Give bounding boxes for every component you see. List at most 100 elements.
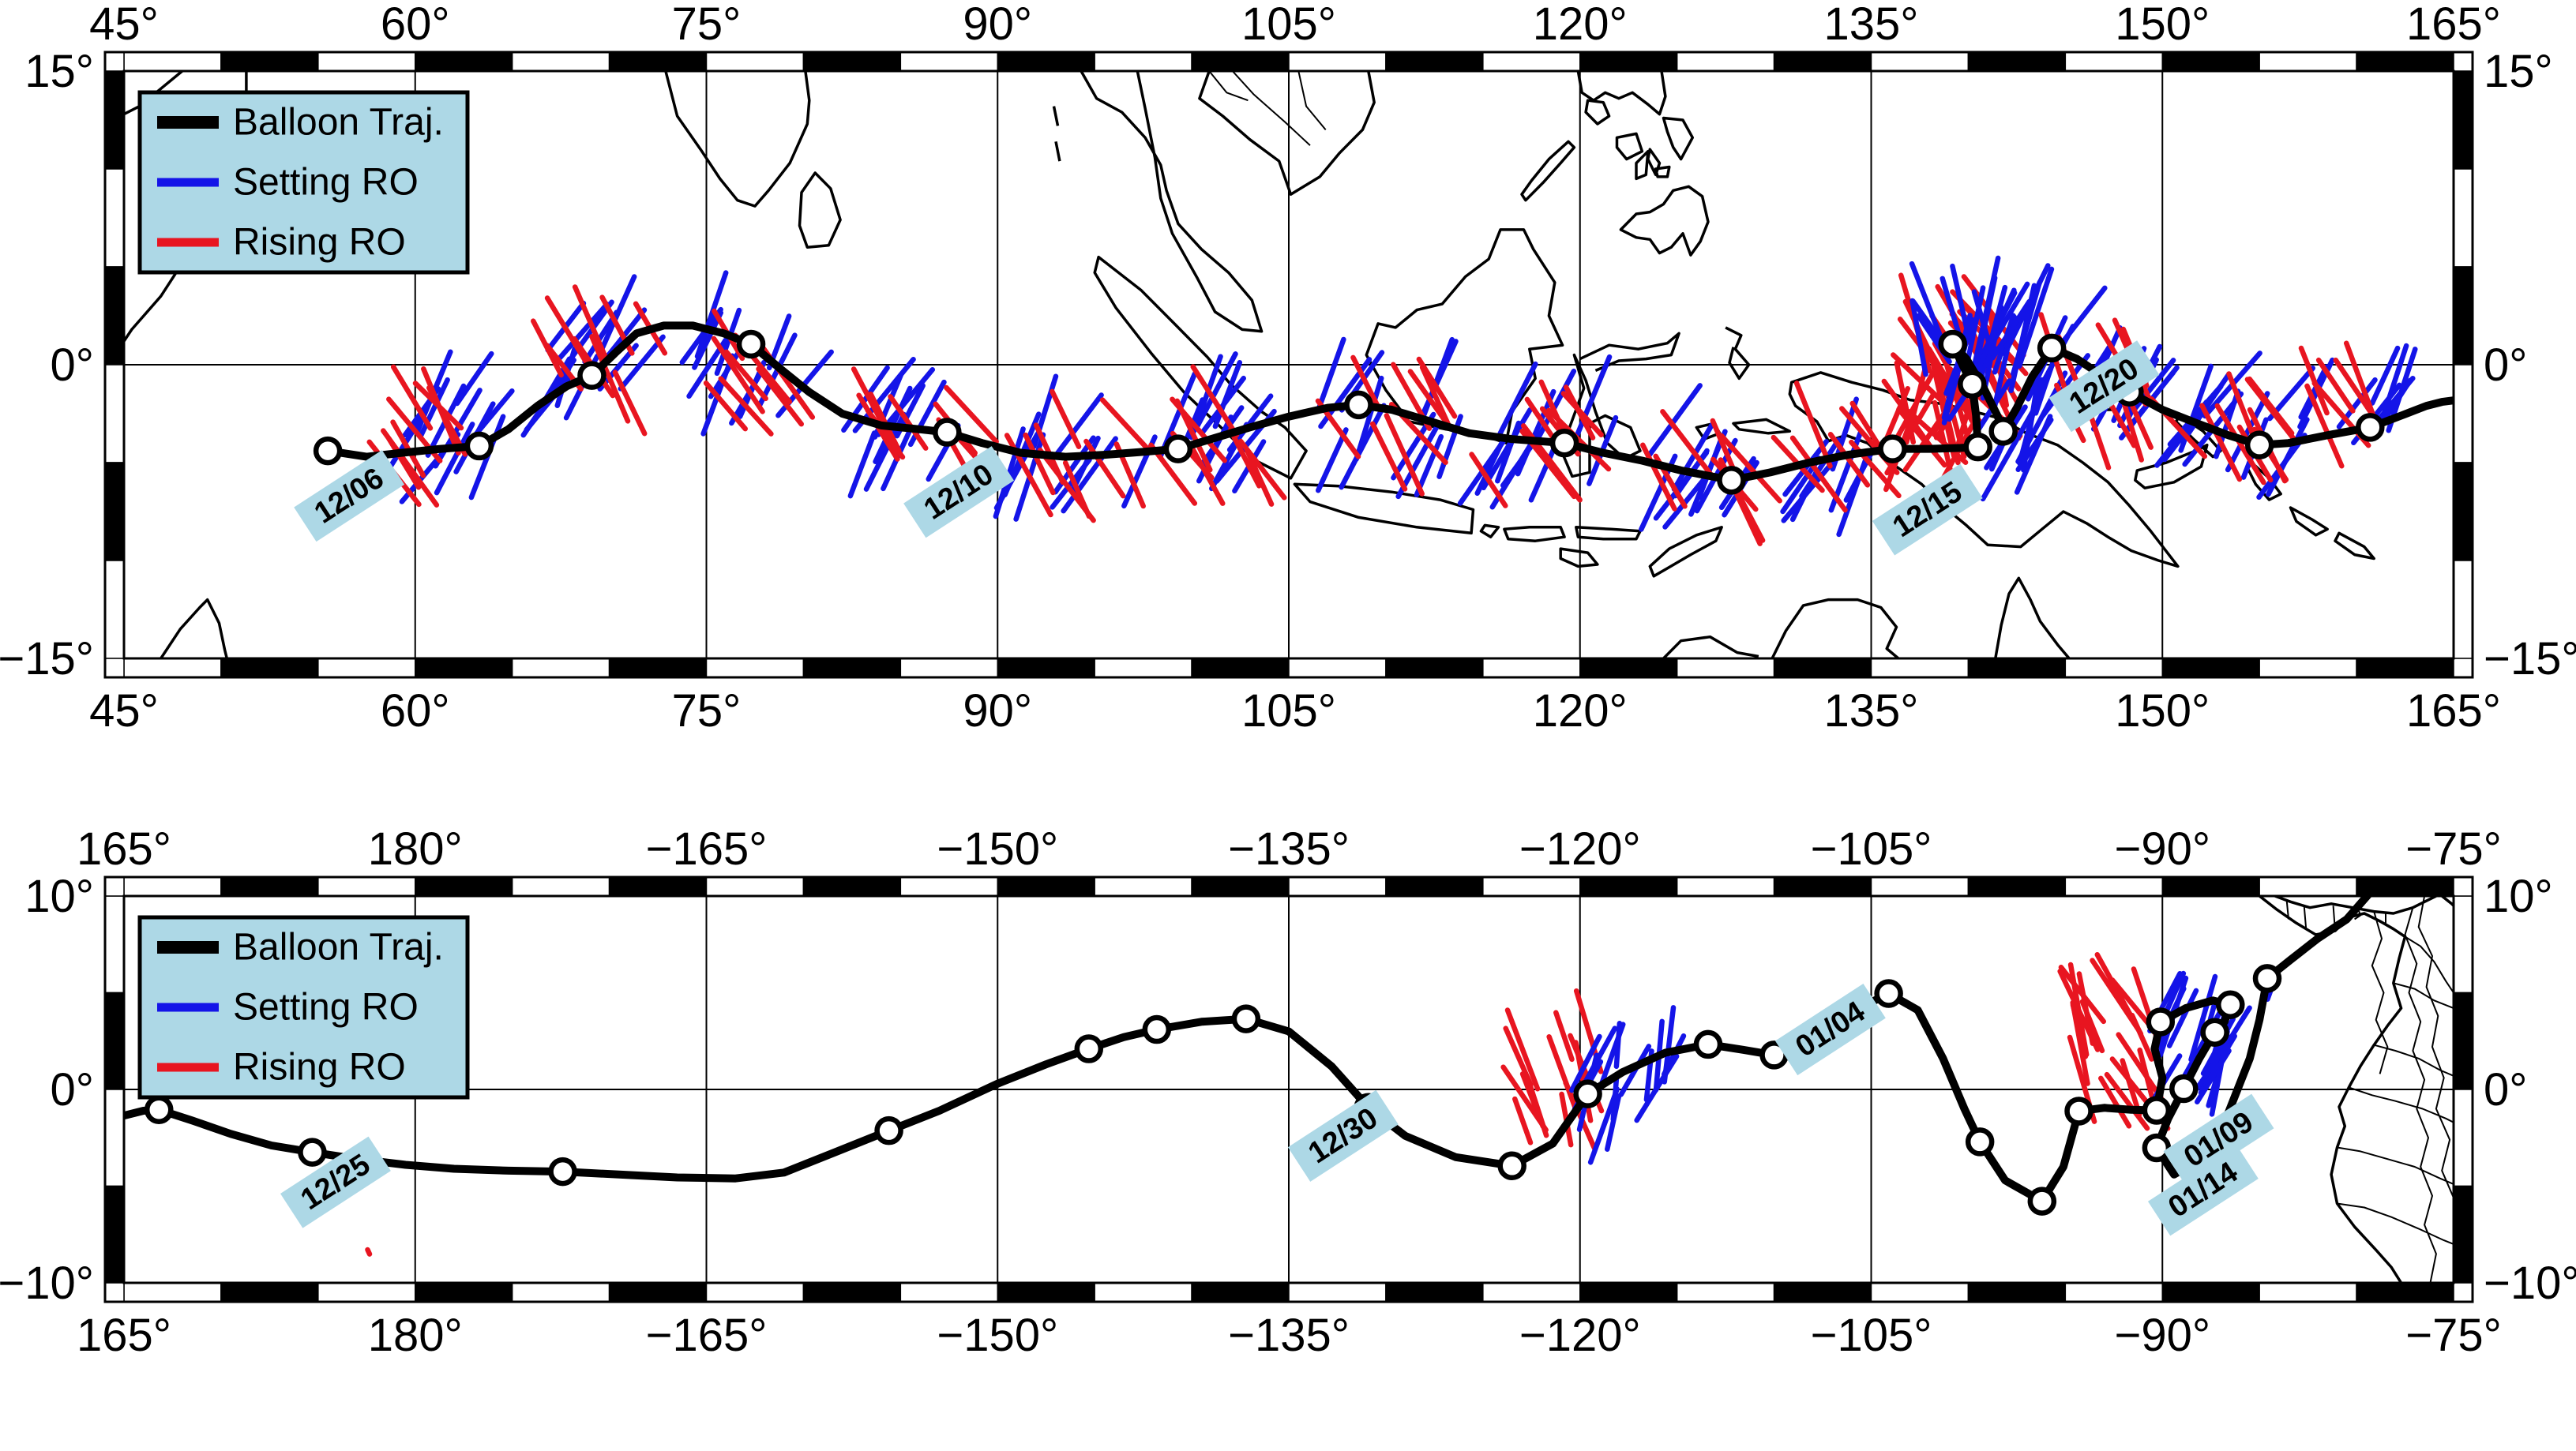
- frame-cell: [1579, 51, 1678, 72]
- frame-cell: [802, 51, 902, 72]
- coastline: [1647, 148, 1662, 177]
- rising-ro-segment: [1503, 1025, 1534, 1088]
- daily-position-marker: [1717, 466, 1746, 495]
- top-panel-legend: Balloon Traj. Setting RO Rising RO: [137, 90, 470, 275]
- frame-cell: [1579, 1282, 1678, 1303]
- coastline: [1198, 71, 1376, 196]
- frame-cell: [220, 658, 319, 678]
- lat-tick-right: −15°: [2484, 633, 2576, 684]
- frame-cell: [1191, 1282, 1290, 1303]
- frame-cell: [608, 51, 708, 72]
- rising-ro-segment: [1099, 397, 1151, 452]
- frame-cell: [2259, 1282, 2357, 1303]
- frame-cell: [1288, 658, 1387, 678]
- rising-ro-segment: [2129, 1012, 2154, 1062]
- coastline: [2289, 506, 2329, 537]
- frame-cell: [2161, 658, 2260, 678]
- plot-frame-inner: [122, 69, 2455, 660]
- setting-ro-segment: [454, 351, 494, 407]
- frame-cell: [1579, 876, 1678, 897]
- admin-border: [2285, 899, 2289, 920]
- coastline: [1619, 185, 1710, 257]
- frame-cell: [802, 1282, 902, 1303]
- daily-position-marker: [2252, 964, 2282, 993]
- coastline: [1662, 635, 1759, 658]
- frame-cell: [2453, 992, 2473, 1090]
- frame-cell: [608, 1282, 708, 1303]
- bottom-panel-frame: [103, 875, 2474, 1303]
- frame-cell: [1094, 876, 1192, 897]
- setting-ro-segment: [1950, 263, 1971, 337]
- frame-cell: [2453, 364, 2473, 463]
- setting-ro-segment: [1193, 351, 1238, 431]
- setting-ro-segment: [554, 301, 610, 364]
- frame-cell: [2453, 168, 2473, 268]
- daily-position-marker: [145, 1095, 174, 1124]
- setting-ro-segment: [618, 334, 666, 392]
- frame-cell: [104, 992, 125, 1090]
- lon-tick-bottom: −120°: [1519, 1310, 1641, 1361]
- lon-tick-bottom: 165°: [77, 1310, 171, 1361]
- admin-border: [2373, 1044, 2454, 1077]
- setting-ro-segment: [679, 306, 723, 366]
- date-label-bg: [2048, 340, 2160, 433]
- frame-cell: [1385, 51, 1484, 72]
- coastline: [1732, 418, 1792, 435]
- frame-cell: [123, 658, 222, 678]
- frame-cell: [1288, 1282, 1387, 1303]
- coastline: [2134, 443, 2209, 489]
- legend-item-label: Rising RO: [233, 222, 406, 264]
- setting-ro-segment: [1662, 1005, 1677, 1085]
- setting-ro-segment: [1572, 354, 1613, 444]
- date-label: 12/06: [294, 450, 405, 542]
- rising-ro-segment: [1227, 427, 1262, 489]
- setting-ro-segment: [2014, 414, 2053, 495]
- frame-cell: [705, 658, 805, 678]
- admin-border: [2303, 905, 2308, 929]
- rising-ro-segment: [390, 364, 434, 431]
- frame-cell: [511, 876, 610, 897]
- date-label-bg: [1287, 1089, 1399, 1182]
- lat-tick-right: −10°: [2484, 1258, 2576, 1309]
- setting-ro-segment: [1653, 450, 1710, 521]
- frame-cell: [705, 876, 805, 897]
- frame-cell: [802, 658, 902, 678]
- daily-position-marker: [2200, 1018, 2229, 1047]
- setting-ro-segment: [1980, 405, 2038, 502]
- frame-cell: [104, 266, 125, 366]
- rising-ro-segment: [1148, 442, 1198, 506]
- legend-item-label: Setting RO: [233, 162, 419, 204]
- frame-cell: [220, 51, 319, 72]
- frame-cell: [1094, 1282, 1192, 1303]
- frame-cell: [1482, 658, 1581, 678]
- frame-cell: [608, 876, 708, 897]
- setting-ro-segment: [1316, 336, 1346, 411]
- rising-ro-segment: [1512, 1096, 1534, 1145]
- setting-ro-segment: [2021, 377, 2041, 473]
- frame-cell: [1385, 658, 1484, 678]
- frame-cell: [1191, 658, 1290, 678]
- rising-ro-segment: [572, 284, 610, 363]
- setting-ro-segment: [1972, 255, 2001, 366]
- admin-border: [2337, 1146, 2454, 1185]
- rising-ro-segment: [888, 394, 929, 451]
- setting-ro-segment: [1671, 422, 1715, 492]
- frame-cell: [511, 1282, 610, 1303]
- admin-border: [2371, 911, 2389, 1074]
- rising-ro-segment: [1827, 432, 1871, 488]
- frame-cell: [2356, 1282, 2454, 1303]
- lon-tick-bottom: 45°: [89, 685, 159, 737]
- rising-ro-segment: [1881, 378, 1933, 449]
- lon-tick-top: 135°: [1824, 0, 1919, 50]
- daily-position-marker: [2142, 1096, 2172, 1125]
- daily-position-marker: [313, 436, 343, 466]
- lon-tick-bottom: −135°: [1228, 1310, 1350, 1361]
- coastline: [1093, 255, 1308, 480]
- coastline: [1654, 165, 1671, 178]
- daily-position-marker: [1963, 432, 1992, 462]
- date-label-bg: [280, 1136, 391, 1228]
- setting-ro-segment: [692, 310, 724, 370]
- rising-ro-segment: [1384, 413, 1425, 497]
